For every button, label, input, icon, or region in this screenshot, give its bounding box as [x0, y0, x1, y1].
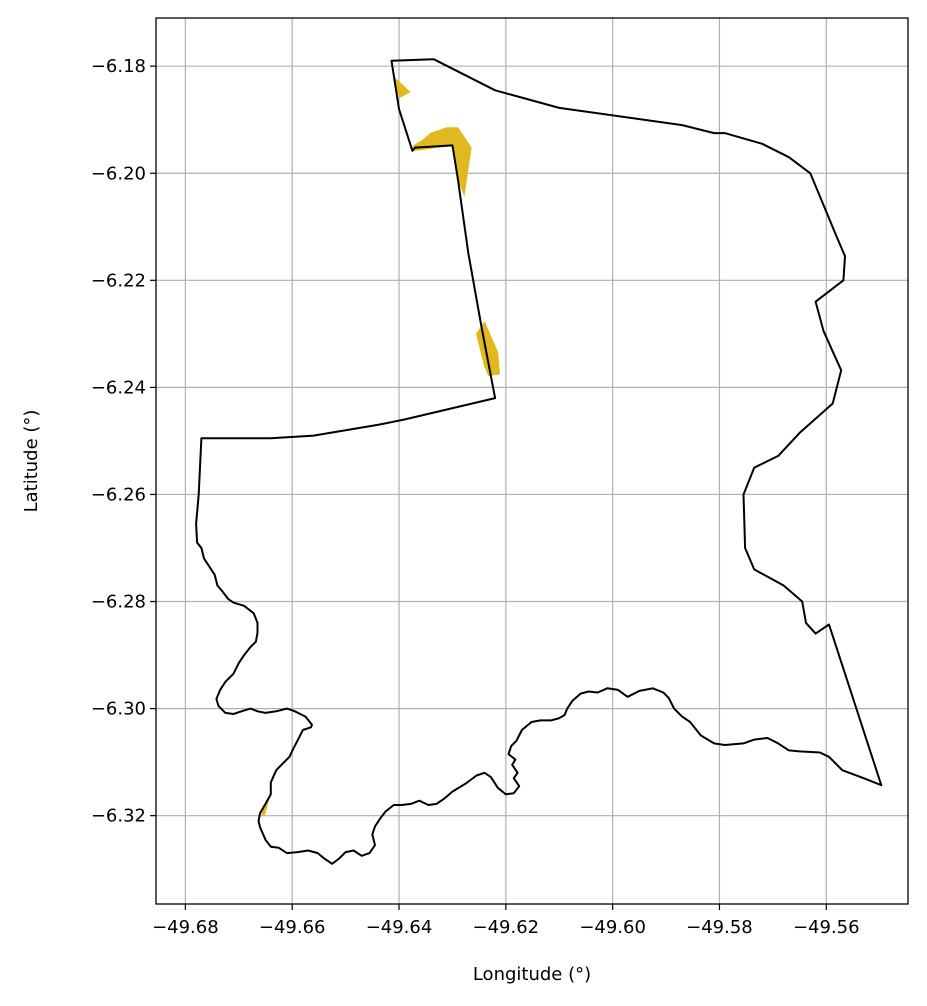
x-tick-label: −49.68 [152, 917, 219, 938]
axis-ticks: −49.68 −49.66 −49.64 −49.62 −49.60 −49.58 −49.… [91, 56, 860, 938]
x-tick-label: −49.60 [579, 917, 646, 938]
x-tick-label: −49.64 [366, 917, 433, 938]
x-tick-label: −49.62 [473, 917, 540, 938]
boundary-outline [195, 58, 883, 865]
y-tick-label: −6.32 [91, 806, 146, 827]
y-tick-label: −6.20 [91, 163, 146, 184]
boundary-layer [195, 58, 883, 865]
y-axis-label: Latitude (°) [21, 410, 42, 513]
y-tick-label: −6.26 [91, 484, 146, 505]
x-tick-label: −49.66 [259, 917, 326, 938]
grid [156, 18, 908, 904]
y-tick-label: −6.28 [91, 592, 146, 613]
x-tick-label: −49.58 [686, 917, 753, 938]
plot-frame [155, 17, 909, 905]
x-axis-label: Longitude (°) [473, 964, 591, 985]
x-tick-label: −49.56 [793, 917, 860, 938]
y-tick-label: −6.18 [91, 56, 146, 77]
y-tick-label: −6.22 [91, 270, 146, 291]
y-tick-label: −6.24 [91, 377, 146, 398]
y-tick-label: −6.30 [91, 699, 146, 720]
